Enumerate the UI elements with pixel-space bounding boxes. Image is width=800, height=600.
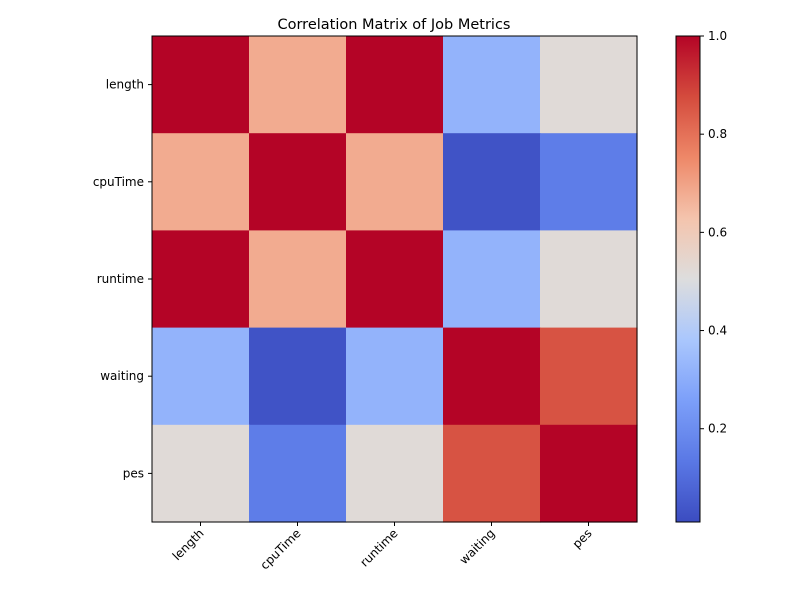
heatmap-cell-cpuTime-runtime	[346, 133, 444, 231]
heatmap-cell-waiting-waiting	[443, 327, 541, 426]
heatmap-cell-length-runtime	[346, 36, 444, 134]
heatmap-cell-runtime-cpuTime	[249, 230, 347, 329]
heatmap-cell-cpuTime-pes	[540, 133, 638, 231]
colorbar	[676, 36, 700, 522]
x-tick-label: pes	[570, 526, 595, 551]
colorbar-ticks: 0.2 0.4 0.6 0.8 1.0	[700, 29, 727, 436]
colorbar-tick-label: 0.4	[708, 324, 727, 338]
heatmap-cell-runtime-pes	[540, 230, 638, 329]
heatmap-cell-runtime-length	[152, 230, 250, 329]
heatmap-cell-waiting-cpuTime	[249, 327, 347, 426]
chart-title: Correlation Matrix of Job Metrics	[277, 17, 510, 33]
heatmap-cells	[152, 36, 638, 523]
heatmap-cell-length-cpuTime	[249, 36, 347, 134]
colorbar-frame	[675, 35, 701, 523]
x-tick-label: length	[170, 526, 207, 563]
x-axis-ticks: length cpuTime runtime waiting pes	[170, 522, 595, 572]
colorbar-tick-label: 1.0	[708, 29, 727, 43]
heatmap-cell-pes-runtime	[346, 424, 444, 523]
y-axis-ticks: length cpuTime runtime waiting pes	[93, 78, 152, 480]
y-tick-label: pes	[123, 466, 144, 480]
heatmap-cell-length-waiting	[443, 36, 541, 134]
heatmap-cell-length-pes	[540, 36, 638, 134]
y-tick-label: runtime	[97, 272, 144, 286]
heatmap-cell-runtime-waiting	[443, 230, 541, 329]
heatmap-cell-pes-cpuTime	[249, 424, 347, 523]
x-tick-label: runtime	[357, 526, 400, 569]
heatmap-cell-cpuTime-length	[152, 133, 250, 231]
x-tick-label: cpuTime	[258, 526, 304, 572]
heatmap-cell-cpuTime-waiting	[443, 133, 541, 231]
heatmap-cell-pes-length	[152, 424, 250, 523]
heatmap-cell-waiting-pes	[540, 327, 638, 426]
heatmap-cell-pes-waiting	[443, 424, 541, 523]
heatmap-cell-pes-pes	[540, 424, 638, 523]
colorbar-tick-label: 0.2	[708, 422, 727, 436]
y-tick-label: cpuTime	[93, 175, 144, 189]
y-tick-label: length	[106, 78, 144, 92]
heatmap-cell-waiting-runtime	[346, 327, 444, 426]
x-tick-label: waiting	[457, 526, 498, 567]
heatmap-cell-runtime-runtime	[346, 230, 444, 329]
y-tick-label: waiting	[100, 369, 144, 383]
heatmap-cell-waiting-length	[152, 327, 250, 426]
colorbar-tick-label: 0.6	[708, 225, 727, 239]
heatmap-cell-length-length	[152, 36, 250, 134]
colorbar-tick-label: 0.8	[708, 127, 727, 141]
heatmap-cell-cpuTime-cpuTime	[249, 133, 347, 231]
